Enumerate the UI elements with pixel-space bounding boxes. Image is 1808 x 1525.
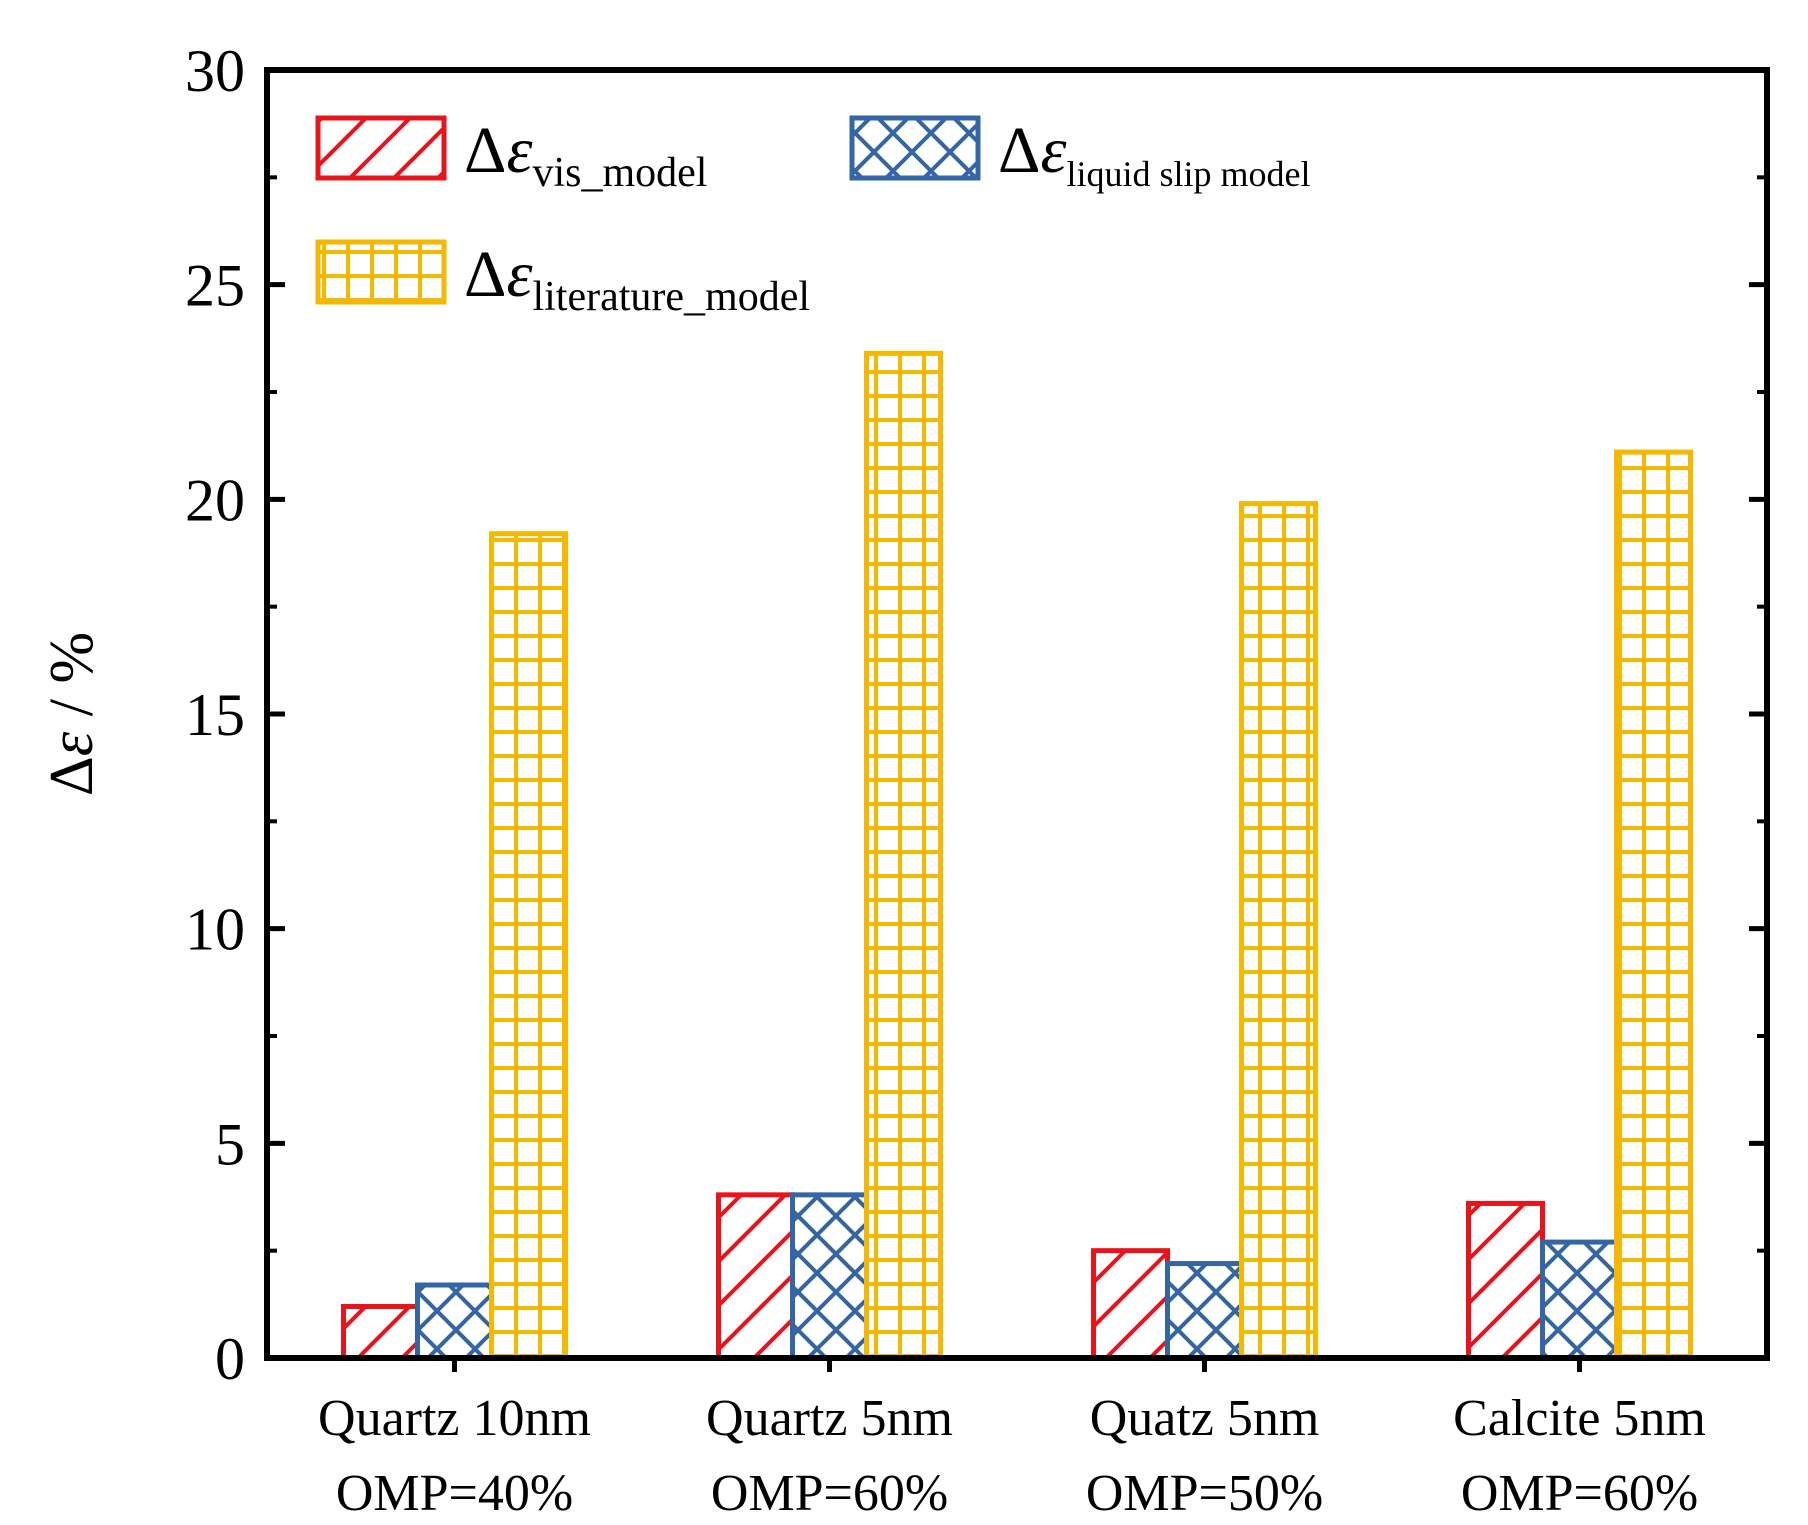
y-tick-label: 10 (185, 897, 245, 963)
bars-group (341, 350, 1693, 1361)
legend: Δεvis_model Δεliquid slip model Δεliteratu… (315, 114, 1310, 320)
x-category-label-line2: OMP=60% (1461, 1465, 1698, 1522)
legend-swatch-diagonal (315, 115, 447, 181)
bar-grid-3 (1614, 449, 1693, 1361)
y-tick-label: 25 (185, 253, 245, 319)
legend-label-diagonal: Δεvis_model (464, 114, 707, 196)
bar-crosshatch-2 (1165, 1261, 1244, 1361)
y-tick-label: 0 (215, 1326, 245, 1392)
y-axis-delta: Δ (38, 756, 106, 796)
y-tick-label: 20 (185, 467, 245, 533)
bar-crosshatch-1 (790, 1192, 869, 1361)
svg-text:Δε / %: Δε / % (38, 632, 106, 796)
y-axis-epsilon: ε (38, 731, 106, 756)
y-axis-unit: / % (38, 632, 106, 732)
x-category-label-line2: OMP=40% (336, 1465, 573, 1522)
y-tick-label: 5 (215, 1111, 245, 1177)
bar-crosshatch-0 (415, 1282, 494, 1361)
bar-crosshatch-3 (1540, 1239, 1619, 1361)
bar-grid-1 (864, 350, 943, 1361)
bar-diagonal-3 (1466, 1200, 1545, 1361)
x-category-label-line1: Quartz 10nm (318, 1390, 591, 1447)
bar-diagonal-1 (716, 1192, 795, 1361)
x-category-label-line2: OMP=50% (1086, 1465, 1323, 1522)
x-category-label-line1: Calcite 5nm (1453, 1390, 1706, 1447)
bar-grid-2 (1239, 501, 1318, 1361)
bar-grid-0 (489, 531, 568, 1361)
x-category-label-line1: Quartz 5nm (706, 1390, 953, 1447)
y-tick-label: 30 (185, 38, 245, 104)
y-axis-label: Δε / % (38, 632, 106, 796)
ticks-group: 0 5 10 15 20 25 30 Quartz 10nm OMP=40% Quartz 5nm… (185, 38, 1767, 1522)
bar-diagonal-2 (1091, 1248, 1170, 1361)
x-category-label-line1: Quatz 5nm (1090, 1390, 1320, 1447)
bar-diagonal-0 (341, 1303, 420, 1361)
legend-swatch-crosshatch (849, 115, 981, 181)
y-tick-label: 15 (185, 682, 245, 748)
legend-label-grid: Δεliterature_model (464, 238, 810, 320)
legend-swatch-grid (315, 239, 447, 305)
legend-label-crosshatch: Δεliquid slip model (998, 114, 1310, 194)
x-category-label-line2: OMP=60% (711, 1465, 948, 1522)
